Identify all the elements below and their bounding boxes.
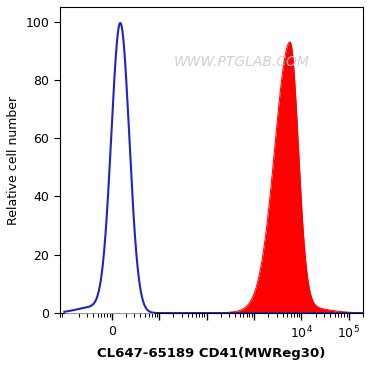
X-axis label: CL647-65189 CD41(MWReg30): CL647-65189 CD41(MWReg30)	[97, 347, 326, 360]
Y-axis label: Relative cell number: Relative cell number	[7, 95, 20, 225]
Text: WWW.PTGLAB.COM: WWW.PTGLAB.COM	[174, 55, 310, 69]
